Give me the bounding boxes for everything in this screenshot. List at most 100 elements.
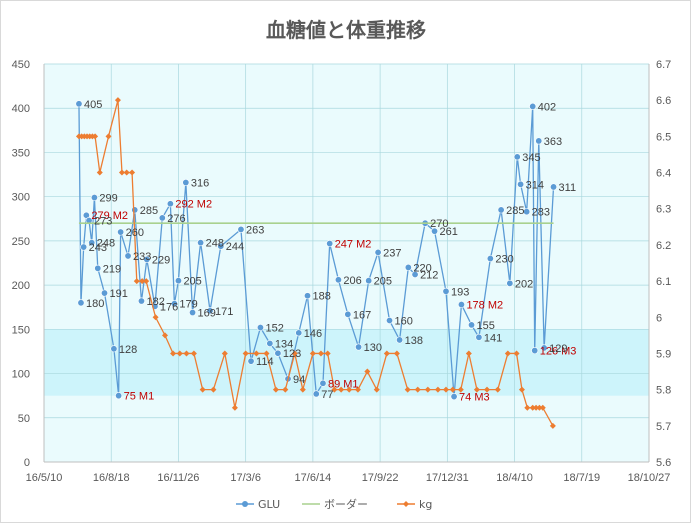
kg-point [231, 404, 238, 411]
glu-point [431, 227, 439, 235]
glu-point [110, 345, 118, 353]
glu-data-label: 123 [283, 348, 301, 360]
kg-point [483, 386, 490, 393]
kg-point [129, 169, 136, 176]
glu-data-label: 260 [126, 227, 144, 239]
y-left-tick-label: 450 [12, 59, 30, 71]
glu-data-label: 248 [97, 238, 115, 250]
glu-point [189, 309, 197, 317]
glu-point [137, 297, 145, 305]
glu-point [529, 102, 537, 110]
glu-point [535, 137, 543, 145]
kg-point [533, 404, 540, 411]
glu-data-label: 179 [179, 299, 197, 311]
glu-point [90, 194, 98, 202]
glu-data-label: 314 [526, 179, 544, 191]
glu-point [457, 301, 465, 309]
glu-data-label: 155 [477, 320, 495, 332]
glu-point [115, 392, 123, 400]
glu-data-label: 188 [313, 291, 331, 303]
glu-point [256, 324, 264, 332]
y-left-tick-label: 350 [12, 147, 30, 159]
glu-data-label: 263 [246, 224, 264, 236]
kg-point [504, 350, 511, 357]
x-tick-label: 17/9/22 [362, 472, 399, 484]
glu-point [450, 393, 458, 401]
glu-data-label: 311 [559, 182, 577, 194]
kg-point [123, 169, 130, 176]
glu-data-label: 138 [405, 335, 423, 347]
glu-data-label: 129 [549, 343, 567, 355]
glu-data-label: 146 [304, 328, 322, 340]
glu-data-label: 152 [265, 323, 283, 335]
glu-point [404, 263, 412, 271]
glu-point [550, 183, 558, 191]
glu-point [101, 289, 109, 297]
glu-data-label: 345 [522, 152, 540, 164]
legend-label: ボーダー [324, 497, 368, 511]
kg-point [170, 350, 177, 357]
glu-point [312, 390, 320, 398]
kg-point [529, 404, 536, 411]
glu-data-label: 316 [191, 178, 209, 190]
y-right-tick-label: 6.6 [656, 95, 671, 107]
kg-point [143, 278, 150, 285]
glu-data-label: 141 [484, 332, 502, 344]
x-tick-label: 16/8/18 [93, 472, 130, 484]
glu-point [523, 208, 531, 216]
glu-data-label: 169 [198, 308, 216, 320]
glu-data-label: 212 [420, 269, 438, 281]
glu-data-label: 285 [506, 205, 524, 217]
kg-point [183, 350, 190, 357]
kg-point [317, 350, 324, 357]
glu-point [517, 180, 525, 188]
glu-point [197, 239, 205, 247]
y-left-tick-label: 50 [18, 413, 30, 425]
glu-point [80, 243, 88, 251]
x-tick-label: 18/10/27 [628, 472, 671, 484]
kg-point [494, 386, 501, 393]
glu-data-label: 299 [99, 193, 117, 205]
kg-point [338, 386, 345, 393]
glu-point [124, 252, 132, 260]
glu-data-label: 283 [532, 207, 550, 219]
kg-point [518, 386, 525, 393]
y-left-tick-label: 400 [12, 103, 30, 115]
glu-point [88, 239, 96, 247]
glu-point [295, 329, 303, 337]
glu-point [75, 100, 83, 108]
glu-point [326, 240, 334, 248]
glu-data-label: 270 [430, 218, 448, 230]
y-left-tick-label: 150 [12, 324, 30, 336]
x-tick-label: 17/3/6 [230, 472, 261, 484]
glu-point [174, 277, 182, 285]
kg-point [457, 386, 464, 393]
kg-point [176, 350, 183, 357]
glu-point [94, 264, 102, 272]
kg-point [324, 350, 331, 357]
glu-point [274, 349, 282, 357]
kg-point [539, 404, 546, 411]
legend-swatch-marker [242, 501, 248, 507]
kg-point [513, 350, 520, 357]
glu-data-label: 261 [440, 226, 458, 238]
kg-point [364, 368, 371, 375]
kg-point [253, 350, 260, 357]
glu-data-label: 405 [84, 99, 102, 111]
y-right-tick-label: 5.8 [656, 385, 671, 397]
glu-point [540, 344, 548, 352]
kg-point [92, 133, 99, 140]
y-right-tick-label: 6.5 [656, 131, 671, 143]
glu-data-label: 74 M3 [459, 392, 490, 404]
kg-point [96, 169, 103, 176]
kg-point [424, 386, 431, 393]
glu-data-label: 193 [451, 286, 469, 298]
kg-point [105, 133, 112, 140]
y-left-tick-label: 300 [12, 192, 30, 204]
glu-data-label: 230 [495, 254, 513, 266]
legend-label: GLU [258, 498, 280, 511]
kg-point [162, 332, 168, 339]
glu-data-label: 75 M1 [124, 391, 155, 403]
glu-point [304, 292, 312, 300]
kg-point [414, 386, 421, 393]
